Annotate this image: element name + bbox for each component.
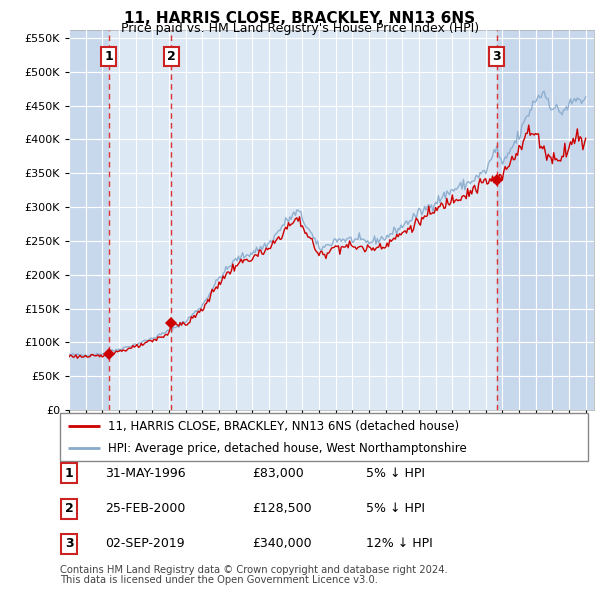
Text: Contains HM Land Registry data © Crown copyright and database right 2024.: Contains HM Land Registry data © Crown c… — [60, 565, 448, 575]
Text: 25-FEB-2000: 25-FEB-2000 — [105, 502, 185, 515]
Bar — [497, 30, 594, 410]
Text: 5% ↓ HPI: 5% ↓ HPI — [366, 467, 425, 480]
Text: £128,500: £128,500 — [252, 502, 311, 515]
Text: HPI: Average price, detached house, West Northamptonshire: HPI: Average price, detached house, West… — [107, 442, 466, 455]
Text: 1: 1 — [104, 50, 113, 63]
Text: 3: 3 — [493, 50, 501, 63]
Text: 12% ↓ HPI: 12% ↓ HPI — [366, 537, 433, 550]
Text: 3: 3 — [65, 537, 73, 550]
Text: 2: 2 — [167, 50, 175, 63]
Bar — [69, 30, 109, 410]
Text: £83,000: £83,000 — [252, 467, 304, 480]
Text: 1: 1 — [65, 467, 73, 480]
Text: 31-MAY-1996: 31-MAY-1996 — [105, 467, 185, 480]
Text: 02-SEP-2019: 02-SEP-2019 — [105, 537, 185, 550]
Text: 11, HARRIS CLOSE, BRACKLEY, NN13 6NS (detached house): 11, HARRIS CLOSE, BRACKLEY, NN13 6NS (de… — [107, 419, 458, 432]
Text: £340,000: £340,000 — [252, 537, 311, 550]
Text: 2: 2 — [65, 502, 73, 515]
Text: 11, HARRIS CLOSE, BRACKLEY, NN13 6NS: 11, HARRIS CLOSE, BRACKLEY, NN13 6NS — [124, 11, 476, 25]
Text: Price paid vs. HM Land Registry's House Price Index (HPI): Price paid vs. HM Land Registry's House … — [121, 22, 479, 35]
Text: 5% ↓ HPI: 5% ↓ HPI — [366, 502, 425, 515]
Text: This data is licensed under the Open Government Licence v3.0.: This data is licensed under the Open Gov… — [60, 575, 378, 585]
